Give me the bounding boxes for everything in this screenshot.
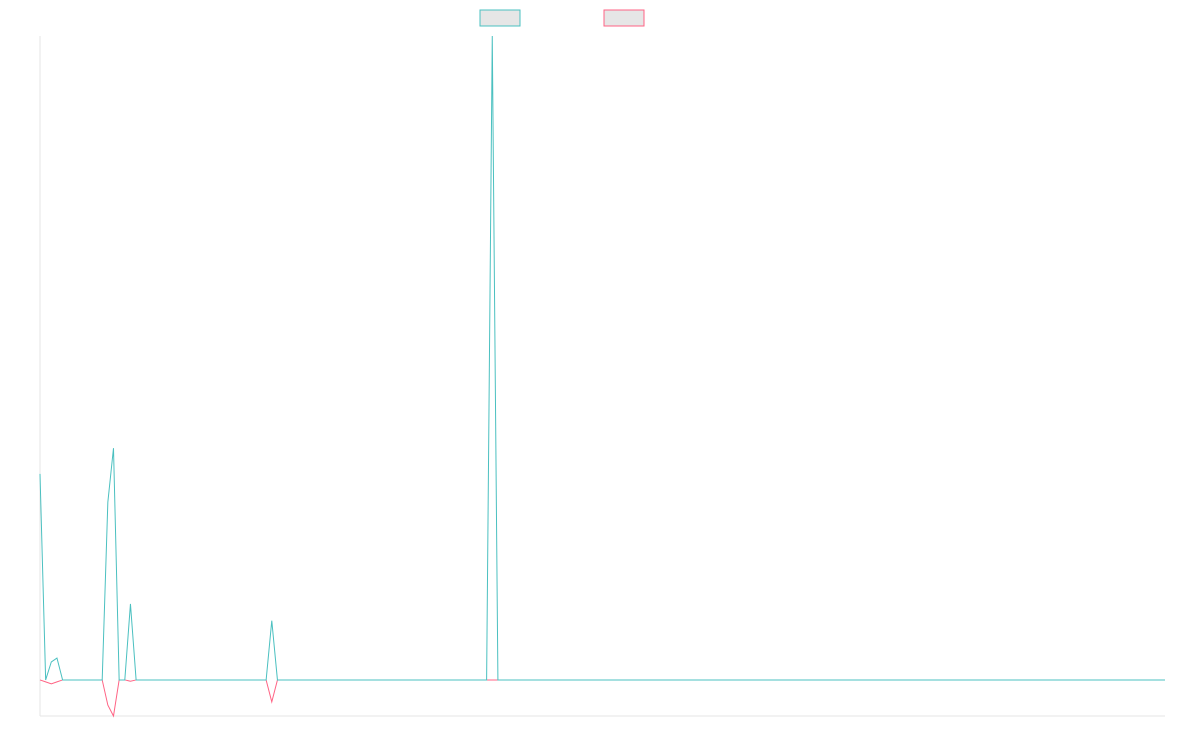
line	[39, 679, 1165, 718]
line	[39, 35, 1165, 681]
legend-swatch[interactable]	[603, 9, 645, 27]
legend-swatch[interactable]	[479, 9, 521, 27]
